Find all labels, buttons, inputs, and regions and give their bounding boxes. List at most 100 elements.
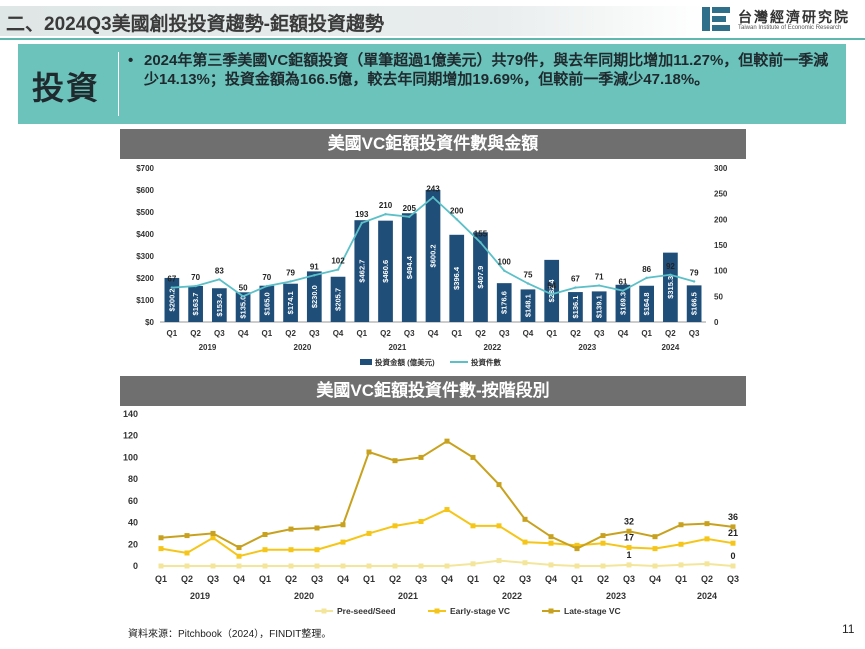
line-point-deal-count	[241, 295, 245, 298]
line-value-label: 50	[239, 283, 248, 292]
line-value-label: 205	[403, 204, 417, 213]
bar-investment-amount	[354, 220, 370, 322]
y-right-tick-label: 200	[714, 215, 728, 224]
line-value-label: 92	[666, 262, 675, 271]
bar-investment-amount	[188, 285, 203, 322]
line-point-deal-count	[645, 276, 648, 280]
x-quarter-label: Q3	[727, 574, 739, 584]
panel-divider	[118, 52, 119, 116]
line-value-label: 86	[642, 265, 651, 274]
panel-label: 投資	[32, 70, 101, 106]
x-quarter-label: Q4	[649, 574, 661, 584]
x-quarter-label: Q4	[618, 329, 629, 338]
bar-value-label: $494.4	[405, 255, 414, 279]
x-quarter-label: Q4	[337, 574, 349, 584]
marker-late-stage	[626, 528, 632, 534]
line-point-deal-count	[431, 196, 435, 199]
chart-vc-count-by-stage: 0 20 40 60 80 100 120 140 32 17 1 36 21 0 Q1 Q2 Q3 Q4 Q1 Q2…	[123, 409, 739, 616]
x-year-label: 2019	[190, 591, 210, 601]
y-right-tick-label: 0	[714, 318, 719, 327]
marker-late-stage	[730, 524, 736, 530]
marker-late-stage	[522, 516, 528, 522]
marker-pre-seed	[236, 563, 242, 569]
logo-name: 台灣經濟研究院	[738, 9, 850, 25]
source-note: 資料來源：Pitchbook（2024），FINDIT整理。	[128, 629, 332, 640]
x-quarter-label: Q3	[499, 329, 510, 338]
line-point-deal-count	[265, 284, 269, 288]
y-tick-label: 120	[123, 431, 138, 441]
y-right-tick-label: 50	[714, 292, 723, 301]
marker-early-stage	[444, 507, 450, 513]
marker-early-stage	[392, 523, 398, 529]
bar-value-label: $153.4	[215, 293, 224, 317]
line-value-label: 200	[450, 206, 464, 215]
bar-value-label: $164.8	[642, 292, 651, 315]
x-quarter-label: Q1	[675, 574, 687, 584]
marker-early-stage	[340, 539, 346, 545]
line-point-deal-count	[455, 218, 458, 221]
marker-late-stage	[288, 526, 294, 532]
marker-pre-seed	[444, 563, 450, 569]
legend-marker-pre-seed	[321, 608, 327, 614]
legend-label-early-stage: Early-stage VC	[450, 606, 510, 616]
bar-value-label: $315.3	[666, 276, 675, 299]
x-quarter-label: Q1	[259, 574, 271, 584]
line-point-deal-count	[336, 268, 340, 271]
legend-label-investment-amount: 投資金額 (億美元)	[375, 357, 435, 367]
annotation-label: 36	[728, 512, 738, 522]
y-tick-label: 140	[123, 409, 138, 419]
slide-title: 二、2024Q3美國創投投資趨勢-鉅額投資趨勢	[6, 14, 384, 35]
marker-pre-seed	[184, 563, 190, 569]
line-value-label: 61	[618, 278, 627, 287]
bar-investment-amount	[520, 289, 536, 322]
marker-late-stage	[392, 458, 398, 464]
y-tick-label: 100	[123, 452, 138, 462]
marker-early-stage	[626, 545, 632, 551]
bar-value-label: $176.6	[500, 291, 509, 314]
x-year-label: 2022	[483, 343, 501, 352]
marker-late-stage	[548, 534, 554, 540]
x-quarter-label: Q3	[207, 574, 219, 584]
line-value-label: 79	[286, 268, 295, 277]
bar-investment-amount	[663, 252, 678, 322]
x-year-label: 2023	[578, 343, 596, 352]
line-point-deal-count	[170, 286, 174, 289]
line-value-label: 100	[498, 258, 512, 267]
marker-early-stage	[236, 553, 242, 559]
bar-value-label: $282.4	[547, 279, 556, 303]
x-quarter-label: Q3	[214, 329, 225, 338]
line-value-label: 71	[595, 273, 604, 282]
marker-late-stage	[496, 482, 502, 488]
x-quarter-label: Q2	[285, 574, 297, 584]
x-quarter-label: Q2	[380, 329, 391, 338]
y-left-tick-label: $700	[136, 164, 154, 173]
bar-value-label: $174.1	[286, 291, 295, 314]
y-right-tick-label: 100	[714, 267, 728, 276]
y-right-tick-label: 300	[714, 164, 728, 173]
line-value-label: 54	[547, 281, 556, 290]
line-point-deal-count	[194, 284, 197, 288]
marker-pre-seed	[392, 563, 398, 569]
x-quarter-label: Q2	[570, 329, 581, 338]
bar-investment-amount	[686, 285, 702, 322]
x-quarter-label: Q2	[190, 329, 201, 338]
y-left-tick-label: $600	[136, 186, 154, 195]
x-year-label: 2022	[502, 591, 522, 601]
marker-early-stage	[262, 547, 268, 553]
bar-investment-amount	[496, 283, 512, 322]
marker-late-stage	[158, 535, 164, 541]
line-value-label: 70	[262, 273, 271, 282]
bar-investment-amount	[259, 285, 275, 322]
organization-logo: 台灣經濟研究院 Taiwan Institute of Economic Res…	[700, 4, 865, 36]
x-year-label: 2024	[661, 343, 679, 352]
line-late-stage	[160, 439, 734, 550]
x-quarter-label: Q4	[545, 574, 557, 584]
marker-late-stage	[678, 522, 684, 528]
bar-value-label: $407.9	[476, 266, 485, 289]
x-quarter-label: Q1	[546, 329, 557, 338]
x-quarter-label: Q3	[311, 574, 323, 584]
marker-early-stage	[288, 547, 294, 553]
line-point-deal-count	[692, 280, 696, 283]
line-value-label: 67	[167, 275, 176, 284]
summary-text: 2024年第三季美國VC鉅額投資（單筆超過1億美元）共79件，與去年同期比增加1…	[144, 52, 829, 88]
